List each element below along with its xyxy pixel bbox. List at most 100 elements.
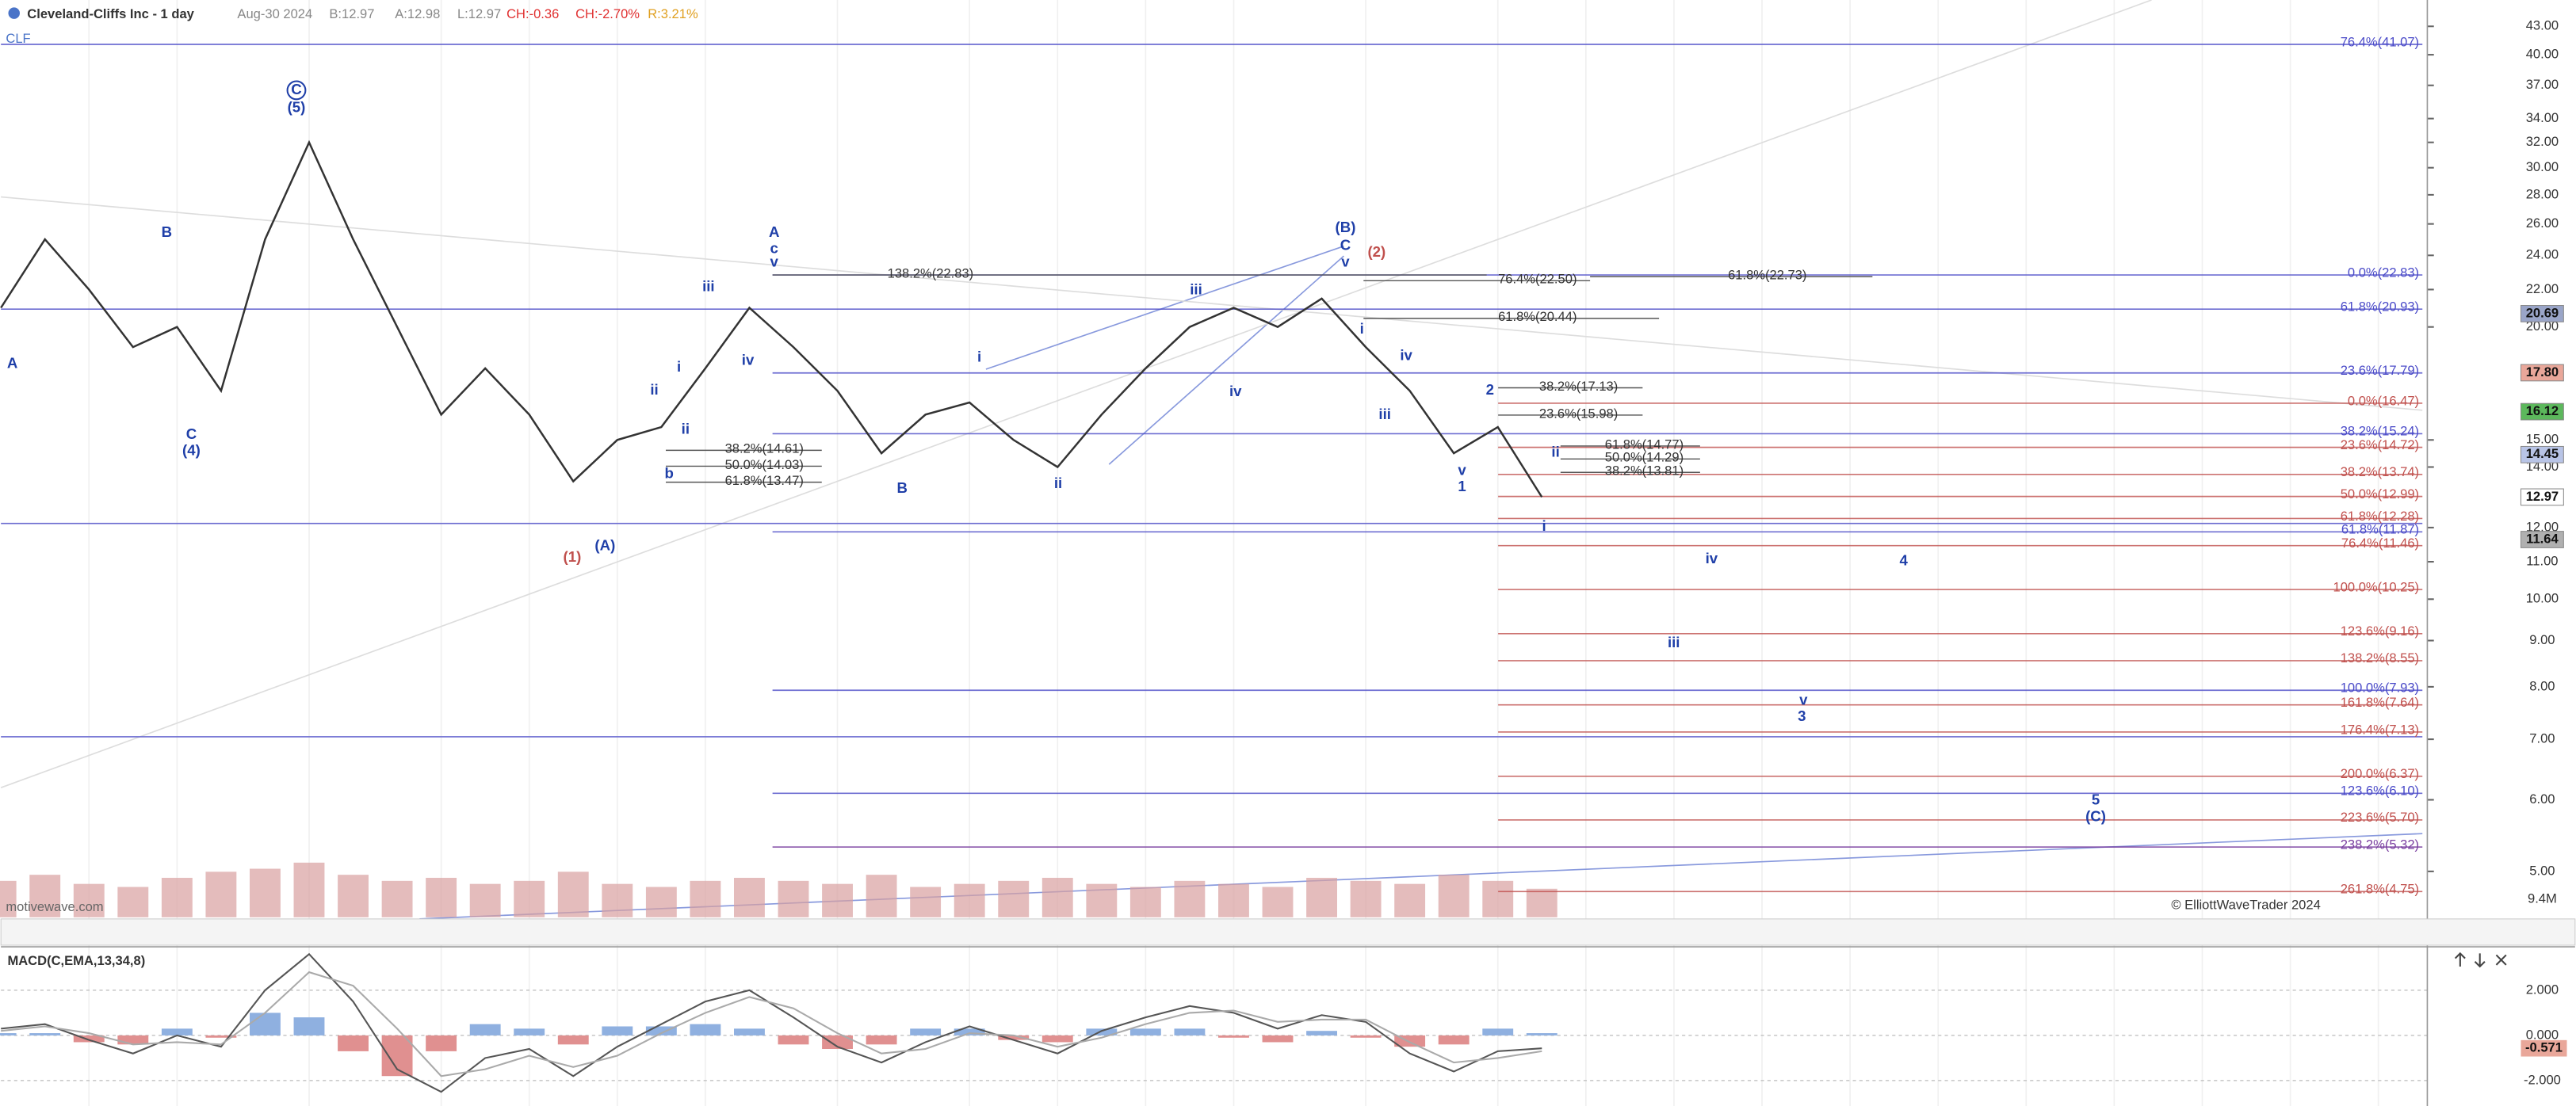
macd-histogram-bar bbox=[778, 1035, 809, 1045]
retracement-label: 61.8%(13.47) bbox=[725, 473, 804, 488]
move-down-button[interactable] bbox=[2474, 953, 2486, 968]
fib-label: 238.2%(5.32) bbox=[2341, 837, 2419, 852]
macd-histogram-bar bbox=[1086, 1028, 1118, 1035]
y-tick-label: 7.00 bbox=[2529, 730, 2555, 746]
wave-label: b bbox=[664, 465, 673, 482]
macd-histogram-bar bbox=[1218, 1035, 1249, 1038]
macd-histogram-bar bbox=[1438, 1035, 1470, 1045]
fib-label: 38.2%(15.24) bbox=[2341, 424, 2419, 439]
volume-bar bbox=[1262, 887, 1294, 917]
fib-label: 76.4%(41.07) bbox=[2341, 34, 2419, 49]
channel-line bbox=[0, 0, 2152, 788]
macd-tick-label: 2.000 bbox=[2526, 982, 2559, 997]
retracement-label: 138.2%(22.83) bbox=[888, 265, 974, 280]
wave-label: iii bbox=[1668, 634, 1680, 650]
wave-label: iii bbox=[1190, 281, 1202, 298]
y-tick-label: 12.00 bbox=[2526, 519, 2559, 534]
volume-bar bbox=[1482, 880, 1514, 917]
symbol: CLF bbox=[6, 31, 30, 46]
volume-bar bbox=[778, 880, 809, 917]
macd-histogram-bar bbox=[1306, 1031, 1337, 1035]
wave-label: C bbox=[291, 81, 301, 97]
macd-histogram-bar bbox=[1129, 1028, 1161, 1035]
wave-label: v bbox=[770, 253, 779, 269]
fib-label: 100.0%(10.25) bbox=[2333, 579, 2420, 594]
y-tick-label: 20.00 bbox=[2526, 318, 2559, 334]
macd-histogram-bar bbox=[1174, 1028, 1206, 1035]
macd-tick-label: 0.000 bbox=[2526, 1027, 2559, 1042]
price-marker-label: 20.69 bbox=[2526, 305, 2559, 320]
wave-label: iv bbox=[742, 352, 755, 368]
move-up-button[interactable] bbox=[2454, 952, 2466, 967]
channel-line bbox=[1108, 255, 1344, 465]
wave-label: ii bbox=[682, 421, 690, 437]
close-button[interactable] bbox=[2495, 954, 2507, 966]
y-tick-label: 11.00 bbox=[2526, 553, 2558, 568]
fib-label: 76.4%(11.46) bbox=[2341, 536, 2419, 551]
wave-label: v bbox=[1341, 253, 1350, 269]
fib-label: 138.2%(8.55) bbox=[2341, 650, 2419, 666]
volume-bar bbox=[161, 877, 193, 917]
y-tick-label: 43.00 bbox=[2526, 18, 2559, 33]
y-tick-label: 37.00 bbox=[2526, 77, 2559, 92]
quote-range: R:3.21% bbox=[648, 6, 698, 21]
volume-bar bbox=[1129, 887, 1161, 917]
volume-bar bbox=[250, 868, 281, 917]
price-marker-label: 11.64 bbox=[2526, 531, 2559, 546]
wave-label: 3 bbox=[1798, 707, 1806, 724]
wave-label: B bbox=[162, 223, 172, 240]
volume-bar bbox=[822, 883, 853, 917]
macd-histogram-bar bbox=[469, 1024, 501, 1035]
fib-label: 261.8%(4.75) bbox=[2341, 882, 2419, 897]
wave-label: C bbox=[1340, 237, 1351, 254]
macd-histogram-bar bbox=[293, 1017, 325, 1035]
wave-label: iii bbox=[1378, 406, 1391, 422]
wave-label: (5) bbox=[288, 99, 306, 116]
macd-histogram-bar bbox=[998, 1035, 1030, 1040]
price-marker bbox=[2520, 402, 2564, 421]
time-axis bbox=[0, 918, 2576, 946]
volume-label: 9.4M bbox=[2528, 891, 2557, 906]
channel-line bbox=[985, 245, 1344, 370]
retracement-label: 76.4%(22.50) bbox=[1498, 272, 1577, 287]
macd-histogram-bar bbox=[205, 1035, 237, 1038]
wave-circle bbox=[286, 80, 307, 101]
wave-label: B bbox=[897, 479, 908, 496]
wave-label: ii bbox=[1551, 444, 1559, 460]
layers: Nov-01Jan-2022Apr-2022Jul-2022Sep-2022Oc… bbox=[0, 18, 2567, 1093]
fib-label: 200.0%(6.37) bbox=[2341, 766, 2419, 781]
wave-label: (1) bbox=[564, 548, 582, 565]
wave-label: (2) bbox=[1367, 243, 1385, 260]
symbol-icon bbox=[8, 7, 20, 19]
fib-label: 50.0%(12.99) bbox=[2341, 486, 2419, 502]
y-tick-label: 24.00 bbox=[2526, 247, 2559, 262]
watermark: motivewave.com bbox=[6, 899, 103, 914]
volume-bar bbox=[293, 862, 325, 917]
macd-histogram-bar bbox=[426, 1035, 457, 1051]
y-tick-label: 28.00 bbox=[2526, 186, 2559, 201]
volume-bar bbox=[1438, 875, 1470, 917]
fib-label: 161.8%(7.64) bbox=[2341, 695, 2419, 710]
y-tick-label: 34.00 bbox=[2526, 110, 2559, 125]
quote-change: CH:-0.36 bbox=[506, 6, 559, 21]
macd-marker-label: -0.571 bbox=[2525, 1040, 2563, 1055]
quote-bid: B:12.97 bbox=[329, 6, 374, 21]
y-tick-label: 8.00 bbox=[2529, 678, 2555, 693]
fib-label: 0.0%(16.47) bbox=[2348, 393, 2419, 408]
macd-histogram-bar bbox=[117, 1035, 149, 1045]
y-tick-label: 10.00 bbox=[2526, 591, 2559, 606]
fib-label: 23.6%(17.79) bbox=[2341, 363, 2419, 378]
panel-controls[interactable] bbox=[2454, 952, 2507, 968]
y-tick-label: 9.00 bbox=[2529, 632, 2555, 647]
macd-histogram-bar bbox=[161, 1028, 193, 1035]
macd-histogram-bar bbox=[690, 1024, 721, 1035]
volume-bar bbox=[1218, 883, 1249, 917]
price-marker bbox=[2520, 364, 2564, 382]
fib-label: 0.0%(22.83) bbox=[2348, 265, 2419, 280]
volume-bar bbox=[645, 887, 677, 917]
y-tick-label: 6.00 bbox=[2529, 791, 2555, 807]
quote-date: Aug-30 2024 bbox=[237, 6, 312, 21]
macd-histogram-bar bbox=[557, 1035, 589, 1045]
wave-label: iv bbox=[1706, 550, 1718, 566]
macd-histogram-bar bbox=[514, 1028, 545, 1035]
